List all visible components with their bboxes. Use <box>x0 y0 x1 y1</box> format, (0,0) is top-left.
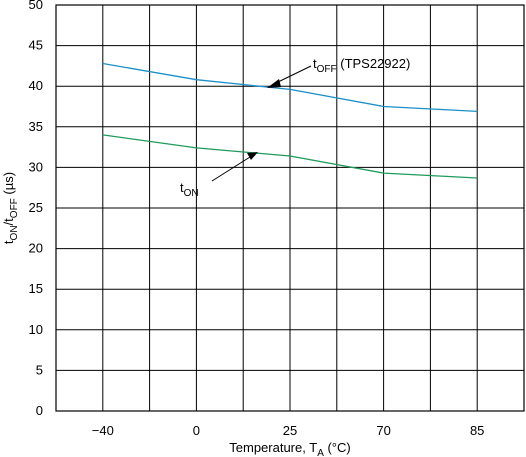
toff-series-line <box>102 62 478 113</box>
ton-arrow-line <box>211 156 251 182</box>
x-tick-label: 70 <box>376 423 390 438</box>
y-axis-label: tON/tOFF (µs) <box>1 172 20 244</box>
ton-annotation-label: tON <box>180 180 199 199</box>
y-tick-label: 50 <box>29 0 43 12</box>
y-tick-label: 45 <box>29 38 43 53</box>
y-axis-label-s1: ON <box>9 225 20 240</box>
x-axis-label-main: Temperature, T <box>229 440 317 455</box>
y-axis-label-unit: (µs) <box>1 172 16 198</box>
x-tick-label: 85 <box>470 423 484 438</box>
toff-arrow-head <box>267 79 281 88</box>
y-tick-label: 40 <box>29 78 43 93</box>
ton-label-sub: ON <box>184 188 199 199</box>
toff-label-main: t <box>313 56 317 71</box>
y-tick-label: 20 <box>29 241 43 256</box>
x-axis-label-unit: (°C) <box>324 440 351 455</box>
x-axis-label: Temperature, TA (°C) <box>229 440 350 457</box>
x-tick-labels: −40 0 25 70 85 <box>92 423 485 438</box>
x-tick-label: 0 <box>193 423 200 438</box>
y-tick-labels: 0 5 10 15 20 25 30 35 40 45 50 <box>29 0 43 418</box>
ton-arrow-head <box>247 152 258 160</box>
x-tick-label: −40 <box>92 423 114 438</box>
y-tick-label: 35 <box>29 119 43 134</box>
y-tick-label: 25 <box>29 200 43 215</box>
annotations: tOFF (TPS22922) tON <box>180 56 410 199</box>
ton-series-line <box>102 134 478 179</box>
grid <box>56 4 524 412</box>
ton-label-main: t <box>180 180 184 195</box>
toff-arrow-line <box>275 65 312 84</box>
plot-frame <box>55 4 525 412</box>
x-tick-label: 25 <box>283 423 297 438</box>
y-tick-label: 5 <box>36 362 43 377</box>
y-tick-label: 15 <box>29 281 43 296</box>
y-axis-label-sep: /t <box>1 218 16 226</box>
y-tick-label: 0 <box>36 403 43 418</box>
toff-label-sub: OFF <box>317 64 337 75</box>
series-lines <box>102 62 478 179</box>
x-axis-label-sub: A <box>317 448 324 457</box>
y-tick-label: 30 <box>29 159 43 174</box>
toff-label-rest: (TPS22922) <box>337 56 411 71</box>
y-tick-label: 10 <box>29 322 43 337</box>
y-axis-label-t1: t <box>1 240 16 244</box>
y-axis-label-s2: OFF <box>9 198 20 218</box>
toff-annotation-label: tOFF (TPS22922) <box>313 56 410 75</box>
